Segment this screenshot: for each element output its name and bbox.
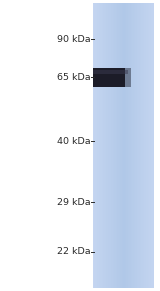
Bar [135, 3, 137, 288]
Text: 40 kDa: 40 kDa [57, 137, 90, 146]
Bar [93, 3, 94, 288]
Bar [96, 3, 97, 288]
Bar [94, 3, 96, 288]
Bar [116, 3, 117, 288]
Bar [122, 3, 123, 288]
Bar [117, 3, 119, 288]
Bar [146, 3, 148, 288]
Bar [148, 3, 149, 288]
Bar [126, 3, 128, 288]
Bar [93, 70, 128, 74]
Bar [108, 3, 109, 288]
Bar [114, 3, 116, 288]
Bar [105, 3, 106, 288]
Bar [100, 3, 102, 288]
Bar [152, 3, 154, 288]
Bar [119, 3, 120, 288]
Text: 22 kDa: 22 kDa [57, 247, 90, 256]
Bar [138, 3, 140, 288]
Bar [141, 3, 143, 288]
Bar [129, 3, 131, 288]
Text: 90 kDa: 90 kDa [57, 35, 90, 44]
Bar [131, 3, 132, 288]
Bar [107, 3, 108, 288]
Bar [113, 3, 114, 288]
Bar [134, 3, 135, 288]
Bar [123, 3, 125, 288]
Bar [143, 3, 144, 288]
Bar [125, 68, 131, 87]
Bar [97, 3, 99, 288]
Bar [104, 3, 105, 288]
Text: 65 kDa: 65 kDa [57, 73, 90, 81]
Bar [93, 68, 131, 87]
Bar [120, 3, 122, 288]
Bar [128, 3, 129, 288]
Bar [125, 3, 126, 288]
Bar [140, 3, 141, 288]
Bar [149, 3, 151, 288]
Bar [102, 3, 104, 288]
Bar [151, 3, 152, 288]
Bar [111, 3, 113, 288]
Bar [132, 3, 134, 288]
Bar [99, 3, 100, 288]
Bar [137, 3, 138, 288]
Bar [93, 3, 154, 288]
Bar [109, 3, 111, 288]
Text: 29 kDa: 29 kDa [57, 198, 90, 207]
Bar [144, 3, 146, 288]
